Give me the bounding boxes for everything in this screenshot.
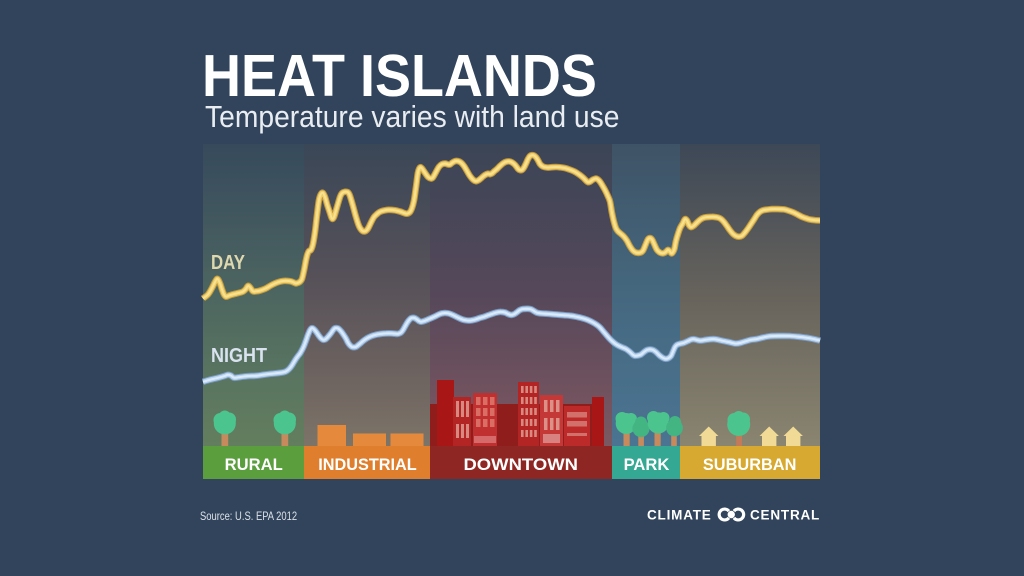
svg-text:CENTRAL: CENTRAL [750,508,820,523]
svg-text:CLIMATE: CLIMATE [647,508,712,523]
